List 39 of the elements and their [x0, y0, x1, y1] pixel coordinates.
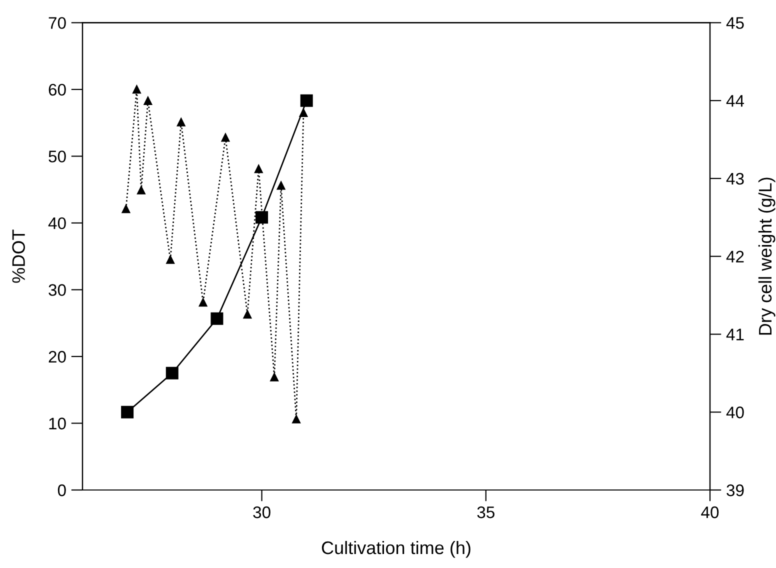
point — [166, 256, 175, 264]
y2-tick-label: 41 — [726, 328, 744, 340]
y2-tick-label: 44 — [726, 95, 744, 107]
point — [221, 133, 230, 142]
point — [243, 310, 252, 319]
point — [198, 298, 208, 307]
point — [270, 373, 279, 382]
point — [166, 366, 178, 380]
y-tick-label: 30 — [48, 284, 66, 296]
y-tick-label: 0 — [58, 484, 66, 496]
x-tick-label: 30 — [253, 506, 270, 518]
x-tick-label: 40 — [701, 506, 719, 518]
y-tick-label: 70 — [48, 17, 66, 29]
y-tick-label: 40 — [48, 217, 66, 230]
point — [122, 204, 130, 214]
point — [121, 406, 134, 418]
y2-tick-label: 42 — [726, 250, 744, 262]
y2-tick-label: 39 — [726, 484, 744, 496]
y-tick-label: 20 — [48, 350, 66, 363]
y2-tick-label: 45 — [726, 17, 744, 29]
point — [256, 211, 268, 224]
point — [292, 415, 300, 424]
point — [300, 94, 313, 107]
point — [144, 96, 152, 105]
y2-axis-title: Dry cell weight (g/L) — [758, 178, 776, 335]
point — [132, 85, 141, 94]
point — [254, 164, 263, 174]
point — [210, 312, 224, 325]
y-tick-label: 10 — [49, 418, 66, 430]
x-axis-title: Cultivation time (h) — [322, 540, 470, 558]
y2-tick-label: 43 — [726, 172, 744, 185]
y-tick-label: 60 — [48, 84, 66, 96]
point — [276, 181, 286, 190]
y2-tick-label: 40 — [726, 406, 744, 418]
y-axis-title: %DOT — [12, 230, 25, 283]
point — [176, 118, 186, 126]
x-tick-label: 35 — [477, 506, 494, 518]
y-tick-label: 50 — [48, 150, 66, 162]
point — [137, 186, 146, 194]
